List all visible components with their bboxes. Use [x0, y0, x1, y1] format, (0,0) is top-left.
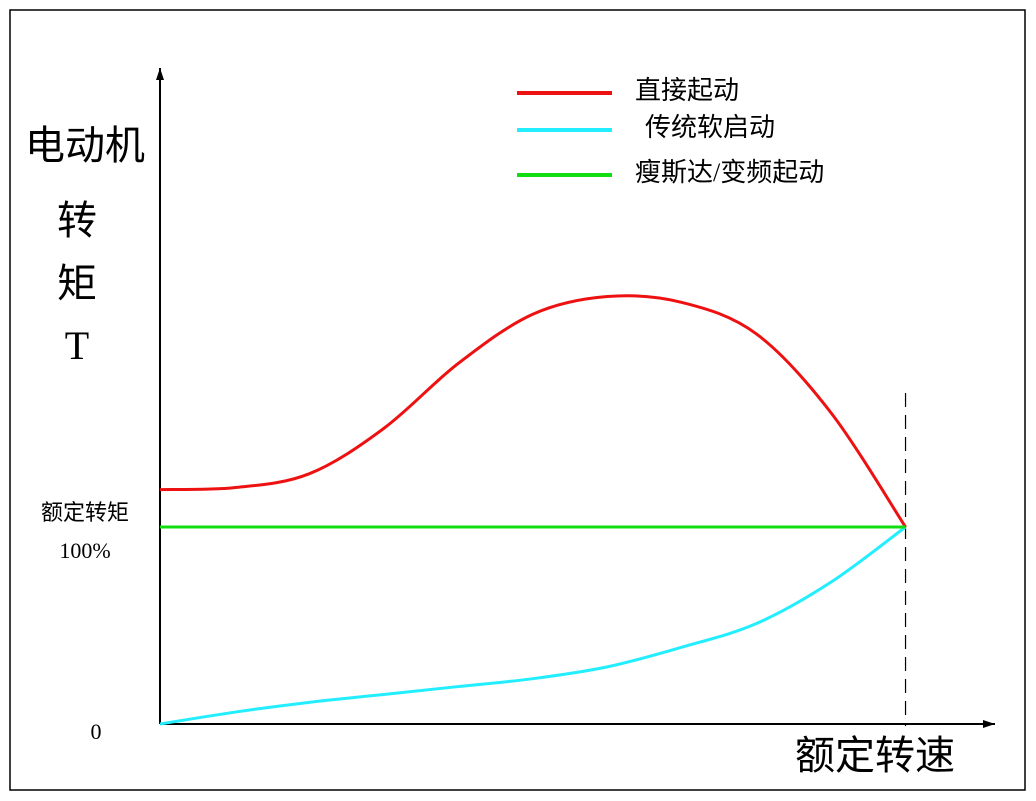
legend-label: 直接起动	[635, 76, 739, 105]
y-tick-title: 额定转矩	[41, 500, 129, 525]
frame	[9, 9, 1026, 791]
y-axis-label: 矩	[57, 261, 97, 306]
y-axis-label: 电动机	[25, 123, 145, 168]
legend-label: 瘦斯达/变频起动	[635, 158, 824, 187]
y-tick-label: 0	[91, 719, 102, 744]
x-axis-label: 额定转速	[795, 733, 955, 778]
y-axis-label: 转	[57, 198, 97, 243]
y-tick-label: 100%	[59, 538, 110, 563]
legend-label: 传统软启动	[645, 113, 775, 142]
y-axis-label: T	[65, 323, 89, 368]
series-line	[159, 525, 907, 726]
x-axis-arrow	[983, 720, 995, 728]
y-axis-arrow	[156, 68, 164, 80]
series-line	[159, 294, 907, 528]
